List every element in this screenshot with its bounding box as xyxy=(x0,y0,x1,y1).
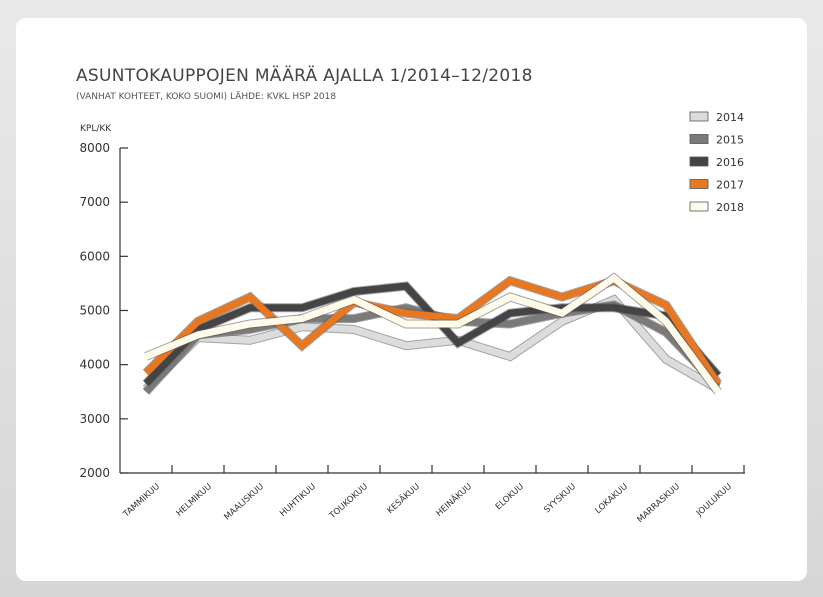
legend-swatch-2016 xyxy=(689,156,709,167)
legend-swatch-2017 xyxy=(689,179,709,189)
x-tick-label: TOUKOKUU xyxy=(327,482,370,522)
y-tick-label: 2000 xyxy=(79,466,110,480)
chart-title: ASUNTOKAUPPOJEN MÄÄRÄ AJALLA 1/2014–12/2… xyxy=(76,66,533,86)
x-tick-label: KESÄKUU xyxy=(385,481,422,516)
chart-legend: 2014 2015 2016 2017 2018 xyxy=(689,111,744,214)
x-tick-label: HELMIKUU xyxy=(175,482,214,519)
legend-label-2017: 2017 xyxy=(716,179,744,192)
y-tick-label: 3000 xyxy=(79,412,110,426)
x-tick-label: HUHTIKUU xyxy=(278,482,318,519)
y-tick-label: 5000 xyxy=(79,304,110,318)
legend-swatch-2014 xyxy=(689,111,709,122)
legend-label-2014: 2014 xyxy=(716,111,744,124)
x-tick-label: HEINÄKUU xyxy=(434,481,474,519)
series-2018-line xyxy=(144,273,721,394)
x-tick-label: MARRASKUU xyxy=(635,482,682,525)
legend-label-2015: 2015 xyxy=(716,134,744,147)
x-tick-label: SYYSKUU xyxy=(542,482,578,516)
legend-swatch-2015 xyxy=(689,134,709,144)
y-tick-label: 4000 xyxy=(79,358,110,372)
legend-swatch-2018 xyxy=(689,201,709,212)
chart-card: ASUNTOKAUPPOJEN MÄÄRÄ AJALLA 1/2014–12/2… xyxy=(16,18,807,581)
y-tick-label: 7000 xyxy=(79,195,110,209)
x-tick-label: JOULUKUU xyxy=(694,482,734,519)
x-tick-label: MAALISKUU xyxy=(222,482,266,523)
x-tick-label: ELOKUU xyxy=(494,482,526,512)
legend-label-2016: 2016 xyxy=(716,156,744,169)
chart-series xyxy=(142,272,722,395)
y-axis-label: KPL/KK xyxy=(80,124,112,134)
x-tick-label: LOKAKUU xyxy=(593,482,630,516)
x-tick-label: TAMMIKUU xyxy=(121,482,162,520)
y-tick-label: 6000 xyxy=(79,249,110,263)
y-tick-label: 8000 xyxy=(79,141,110,155)
legend-label-2018: 2018 xyxy=(716,201,744,214)
chart-subtitle: (VANHAT KOHTEET, KOKO SUOMI) LÄHDE: KVKL… xyxy=(76,92,337,102)
